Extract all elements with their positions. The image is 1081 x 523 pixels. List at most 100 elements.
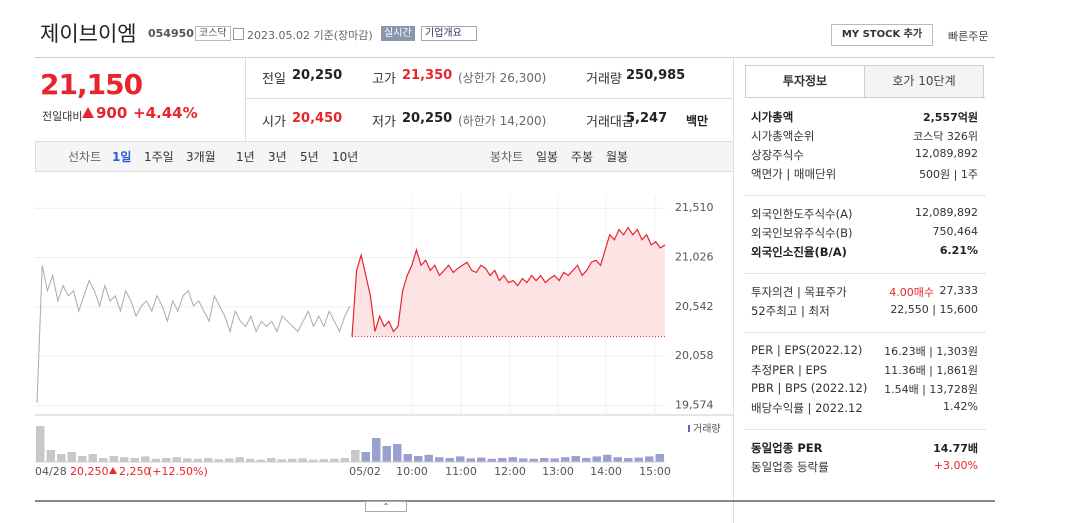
period-tab[interactable]: 5년 [300,150,319,164]
volume-bar [225,458,234,462]
invest-label: 외국인한도주식수(A) [751,207,853,221]
candle-tab[interactable]: 월봉 [606,150,629,164]
invest-label: 투자의견 | 목표주가 [751,285,847,299]
volume-bar [246,458,255,462]
volume-bar [319,459,328,462]
volume-bar [204,458,213,462]
invest-value: 2,557억원 [922,111,978,124]
period-tab[interactable]: 3년 [268,150,287,164]
footer-pct: (+12.50%) [148,465,208,478]
x-tick-label: 14:00 [590,465,622,478]
quote-label: 전일 [262,72,286,87]
invest-value: 1.54배 | 13,728원 [884,383,978,396]
period-tab[interactable]: 1주일 [144,150,174,164]
volume-bar [634,457,643,462]
quote-label: 거래량 [586,72,622,87]
overview-badge[interactable]: 기업개요 [421,26,477,41]
footer-triangle [109,467,117,474]
volume-bar [78,456,87,462]
quote-note: (상한가 26,300) [458,71,547,85]
volume-bar [141,456,150,462]
quote-label: 저가 [372,115,396,130]
volume-bar [298,458,307,462]
volume-bar [46,450,55,462]
invest-label: 시가총액 [751,110,794,124]
volume-bar [120,457,129,462]
volume-bar [435,457,444,462]
divider [733,57,734,523]
period-tab[interactable]: 1년 [236,150,255,164]
volume-bar [529,458,538,462]
invest-tab[interactable]: 투자정보 [745,65,865,97]
panel-bg [745,97,985,454]
volume-bar [130,458,139,462]
volume-bar [561,457,570,462]
expand-button[interactable]: ⌃ [365,501,407,512]
invest-value: 27,333 [939,284,979,297]
invest-label: 동일업종 PER [751,441,823,455]
tab-label: 선차트 [68,150,102,164]
invest-value: 코스닥 326위 [913,130,978,143]
today-area [352,227,665,337]
quote-label: 거래대금 [586,115,634,130]
invest-value: 500원 | 1주 [919,168,978,181]
period-tab[interactable]: 3개월 [186,150,216,164]
invest-value: 4.00매수 [889,286,934,299]
quote-value: 5,247 [626,111,668,126]
y-tick-label: 20,058 [675,349,714,362]
price: 21,150 [40,68,143,101]
quote-value: 20,450 [292,111,343,126]
invest-value: 11.36배 | 1,861원 [884,364,978,377]
realtime-badge: 실시간 [381,26,415,41]
volume-bar [508,457,517,462]
volume-bar [330,458,339,462]
volume-bar [519,458,528,462]
volume-bar [351,450,360,462]
quick-order[interactable]: 빠른주문 [948,30,989,43]
volume-bar [340,458,349,462]
volume-bar [613,457,622,462]
footer-change: 2,250 [119,465,151,478]
quote-note: (하한가 14,200) [458,114,547,128]
invest-value: 6.21% [939,244,978,257]
invest-label: 배당수익률 | 2022.12 [751,401,863,415]
invest-value: 12,089,892 [915,147,978,160]
volume-bar [183,458,192,462]
volume-bar [424,454,433,462]
mystock-button[interactable]: MY STOCK 추가 [831,24,933,46]
volume-bar [592,456,601,462]
invest-label: 52주최고 | 최저 [751,304,830,318]
volume-bar [172,457,181,462]
volume-bar [582,458,591,462]
prev-day-line [36,265,351,403]
footer-close: 20,250 [70,465,109,478]
x-tick-label: 05/02 [349,465,381,478]
volume-bar [193,458,202,462]
quote-label: 고가 [372,72,396,87]
volume-bar [498,458,507,462]
divider [245,98,733,99]
up-triangle [82,107,94,118]
stock-code: 054950 [148,27,194,40]
quote-label: 시가 [262,115,286,130]
price-chart: 21,510 21,026 20,542 20,058 19,574 거래량 05/02 10… [35,195,733,478]
quote-value: 21,350 [402,68,453,83]
volume-bar [57,454,66,462]
volume-legend: 거래량 [693,423,721,435]
volume-bar [109,456,118,462]
volume-bar [382,446,391,462]
volume-bar [445,458,454,462]
y-tick-label: 20,542 [675,300,714,313]
volume-bar [603,454,612,462]
period-tab[interactable]: 1일 [112,150,132,164]
today-line [351,226,666,337]
change-pct: +4.44% [133,104,198,122]
change: 900 [96,104,128,122]
volume-bar [477,457,486,462]
candle-tab[interactable]: 주봉 [571,150,594,164]
invest-label: 외국인소진율(B/A) [751,245,847,259]
period-tab[interactable]: 10년 [332,150,359,164]
invest-tab[interactable]: 호가 10단계 [864,65,984,98]
candle-tab[interactable]: 일봉 [536,150,559,164]
